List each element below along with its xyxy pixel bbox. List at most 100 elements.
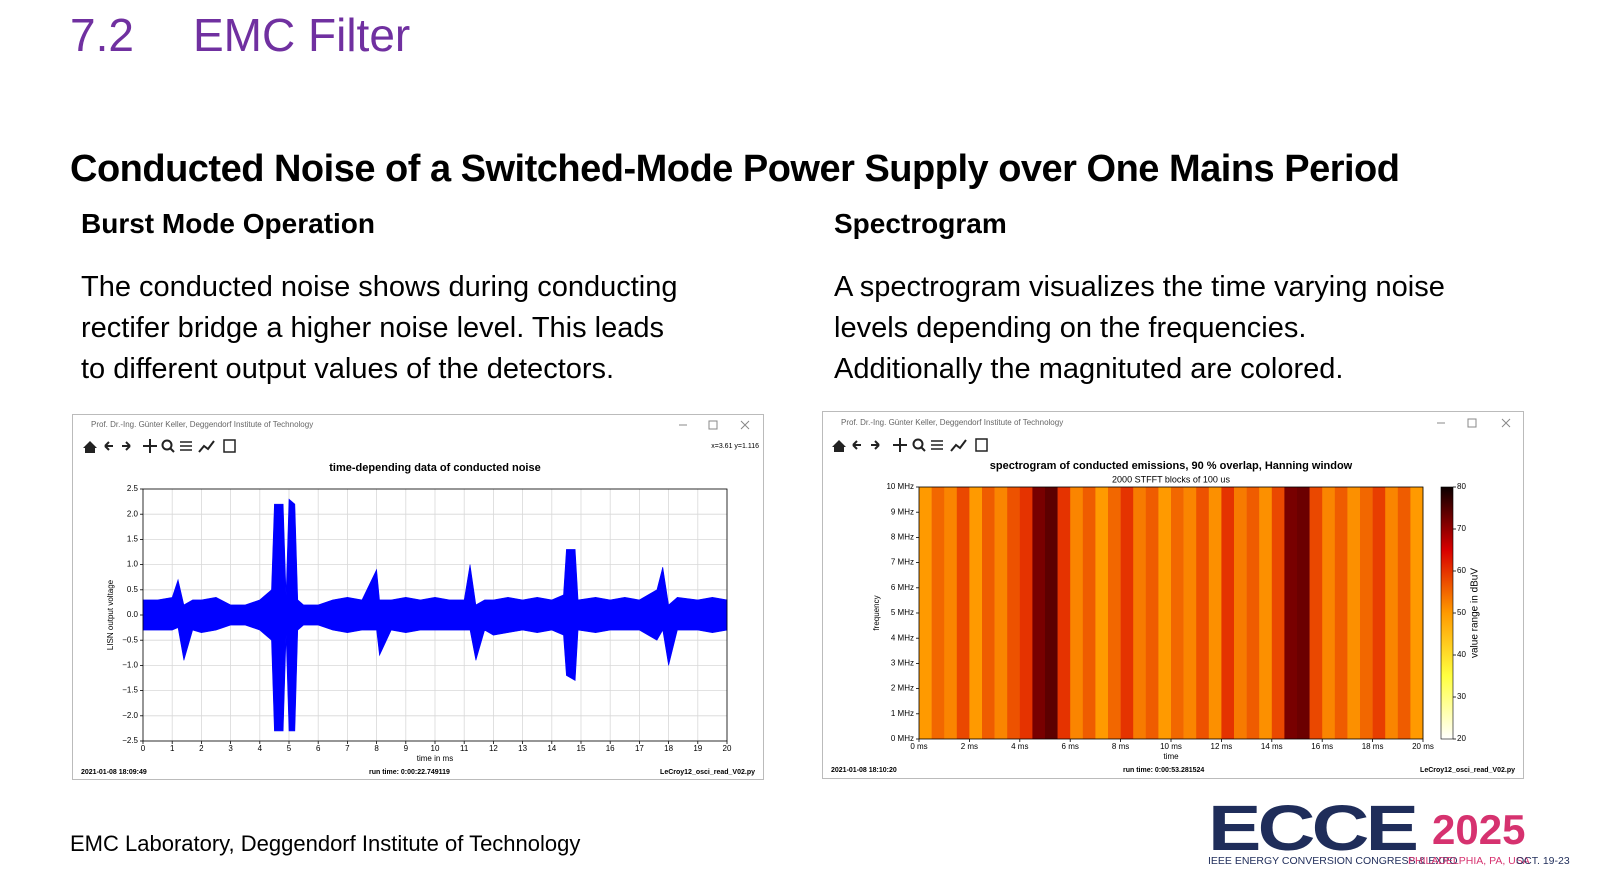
colorbar-tick-label: 80 — [1457, 482, 1466, 491]
chart-title: time-depending data of conducted noise — [329, 462, 540, 474]
x-tick-label: 20 — [723, 744, 732, 753]
y-tick-label: 7 MHz — [891, 558, 914, 567]
y-tick-label: 4 MHz — [891, 633, 914, 642]
spectrogram-column — [1309, 487, 1323, 739]
spectrogram-column — [1259, 487, 1273, 739]
y-tick-label: 8 MHz — [891, 533, 914, 542]
x-tick-label: 1 — [170, 744, 175, 753]
spectrogram-column — [1082, 487, 1096, 739]
spectrogram-column — [1410, 487, 1424, 739]
x-tick-label: 2 ms — [961, 742, 978, 751]
chart-subtitle: 2000 STFFT blocks of 100 us — [1112, 474, 1230, 484]
spectrogram-column — [1007, 487, 1021, 739]
spectrogram-column — [1334, 487, 1348, 739]
x-tick-label: 17 — [635, 744, 644, 753]
spectrogram-column — [1347, 487, 1361, 739]
spectrogram-column — [1284, 487, 1298, 739]
y-tick-label: −2.0 — [122, 711, 138, 720]
window-title: Prof. Dr.-Ing. Günter Keller, Deggendorf… — [841, 418, 1063, 427]
y-tick-label: 0.5 — [127, 585, 139, 594]
x-tick-label: 4 — [258, 744, 263, 753]
y-tick-label: 1.0 — [127, 560, 139, 569]
colorbar-tick-label: 40 — [1457, 650, 1466, 659]
spectrogram-column — [982, 487, 995, 739]
window-controls — [679, 420, 750, 430]
spectrogram-column — [1108, 487, 1121, 739]
x-axis-label: time — [1163, 752, 1179, 761]
y-tick-label: 0 MHz — [891, 734, 914, 743]
spectrogram-column — [1133, 487, 1147, 739]
spectrogram-column — [1196, 487, 1210, 739]
footer: EMC Laboratory, Deggendorf Institute of … — [70, 831, 581, 856]
colorbar-tick-label: 30 — [1457, 692, 1466, 701]
spectrogram-column — [1397, 487, 1411, 739]
x-tick-label: 12 — [489, 744, 498, 753]
run-date: 2021-01-08 18:10:20 — [831, 767, 897, 774]
x-tick-label: 9 — [404, 744, 409, 753]
spectrogram-column — [1183, 487, 1197, 739]
y-tick-label: 2 MHz — [891, 684, 914, 693]
y-axis-label: frequency — [872, 595, 881, 630]
y-tick-label: −1.0 — [122, 661, 138, 670]
x-tick-label: 7 — [345, 744, 350, 753]
spectrogram-column — [919, 487, 932, 739]
noise-envelope — [142, 498, 728, 616]
spectrogram-column — [1045, 487, 1058, 739]
slide-title: EMC Filter — [193, 9, 411, 61]
x-tick-label: 8 ms — [1112, 742, 1129, 751]
y-tick-label: 3 MHz — [891, 659, 914, 668]
logo-location: PHILADELPHIA, PA, USA — [1408, 855, 1530, 867]
x-tick-label: 5 — [287, 744, 292, 753]
spectrogram-column — [1070, 487, 1084, 739]
body-line: levels depending on the frequencies. — [834, 312, 1307, 344]
plot-frame — [918, 486, 1424, 740]
body-line: to different output values of the detect… — [81, 353, 615, 385]
x-tick-label: 18 — [664, 744, 673, 753]
colorbar-tick-label: 50 — [1457, 608, 1466, 617]
spectrogram-column — [1234, 487, 1247, 739]
script-name: LeCroy12_osci_read_V02.py — [660, 769, 755, 776]
spectrogram-column — [944, 487, 958, 739]
y-tick-label: 1.5 — [127, 535, 139, 544]
window-controls — [1437, 418, 1511, 428]
spectrogram-column — [1360, 487, 1373, 739]
logo-year: 2025 — [1432, 806, 1526, 853]
toolbar — [832, 438, 988, 452]
chart-title: spectrogram of conducted emissions, 90 %… — [990, 460, 1353, 472]
x-tick-label: 18 ms — [1362, 742, 1384, 751]
spectrogram-column — [1171, 487, 1184, 739]
x-axis-label: time in ms — [417, 754, 453, 763]
spectrogram-column — [1145, 487, 1159, 739]
y-tick-label: 10 MHz — [886, 482, 914, 491]
logo-name: ECCE — [1208, 792, 1419, 864]
toolbar — [83, 439, 236, 453]
body-line: The conducted noise shows during conduct… — [81, 271, 678, 303]
x-tick-label: 2 — [199, 744, 204, 753]
heading: Conducted Noise of a Switched-Mode Power… — [70, 148, 1400, 190]
x-tick-label: 8 — [374, 744, 379, 753]
y-tick-label: −0.5 — [122, 635, 138, 644]
section-number: 7.2 — [70, 9, 134, 61]
spectrogram-column — [1032, 487, 1046, 739]
colorbar — [1440, 486, 1454, 740]
spectrogram-column — [1057, 487, 1071, 739]
x-tick-label: 14 ms — [1261, 742, 1283, 751]
noise-envelope — [142, 614, 728, 732]
spectrogram-column — [956, 487, 970, 739]
spectrogram-column — [931, 487, 945, 739]
spectrogram-column — [1221, 487, 1235, 739]
x-tick-label: 10 — [431, 744, 440, 753]
spectrogram-column — [1120, 487, 1134, 739]
run-date: 2021-01-08 18:09:49 — [81, 769, 147, 776]
spectrogram-column — [969, 487, 983, 739]
script-name: LeCroy12_osci_read_V02.py — [1420, 767, 1515, 774]
logo-dates: OCT. 19-23 — [1516, 855, 1570, 867]
plot-frame — [142, 488, 728, 742]
spectrogram-column — [1297, 487, 1310, 739]
y-axis-label: LISN output voltage — [106, 579, 115, 650]
x-tick-label: 14 — [547, 744, 556, 753]
y-tick-label: 9 MHz — [891, 507, 914, 516]
y-tick-label: −2.5 — [122, 736, 138, 745]
spectrogram-column — [1158, 487, 1172, 739]
y-tick-label: 2.0 — [127, 509, 139, 518]
